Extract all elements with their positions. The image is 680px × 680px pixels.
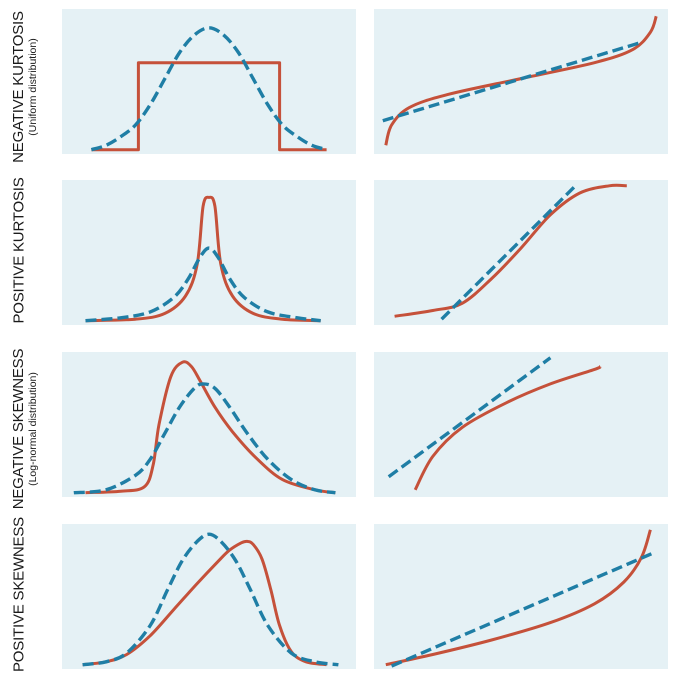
row-title: NEGATIVE SKEWNESS <box>10 348 27 510</box>
normal-reference-line-positive-skewness-qq <box>390 551 654 668</box>
row-title: POSITIVE KURTOSIS <box>10 177 28 324</box>
normal-reference-line-negative-skewness-qq <box>387 356 552 479</box>
row-title: POSITIVE SKEWNESS <box>10 517 28 672</box>
row-label-negative-kurtosis: NEGATIVE KURTOSIS (Uniform distribution) <box>10 2 40 172</box>
panel-positive-kurtosis-density <box>62 180 356 325</box>
row-label-positive-skewness: POSITIVE SKEWNESS <box>11 510 28 680</box>
plot-negative-kurtosis-density <box>90 26 328 152</box>
plot-positive-skewness-density <box>82 532 339 667</box>
row-subtitle: (Uniform distribution) <box>27 38 39 136</box>
panel-negative-kurtosis-density <box>62 9 356 154</box>
plot-negative-skewness-density <box>73 360 336 495</box>
plot-positive-kurtosis-qq <box>394 183 627 321</box>
plot-negative-skewness-qq <box>387 356 602 491</box>
plot-positive-kurtosis-density <box>85 195 321 323</box>
normal-reference-line-negative-skewness-density <box>73 382 336 495</box>
panel-negative-kurtosis-qq <box>374 9 668 154</box>
normal-reference-line-positive-skewness-density <box>82 532 339 667</box>
panel-positive-skewness-density <box>62 524 356 669</box>
sample-curve-positive-kurtosis-qq <box>394 183 627 318</box>
panel-positive-skewness-qq <box>374 524 668 669</box>
plot-negative-kurtosis-qq <box>382 15 658 146</box>
panel-positive-kurtosis-qq <box>374 180 668 325</box>
sample-curve-negative-skewness-qq <box>413 365 602 491</box>
row-label-negative-skewness: NEGATIVE SKEWNESS (Log-normal distributi… <box>10 344 40 514</box>
row-subtitle: (Log-normal distribution) <box>27 372 39 486</box>
panel-negative-skewness-density <box>62 352 356 497</box>
sample-curve-negative-skewness-density <box>85 360 336 495</box>
row-label-positive-kurtosis: POSITIVE KURTOSIS <box>11 166 28 336</box>
panel-negative-skewness-qq <box>374 352 668 497</box>
row-title: NEGATIVE KURTOSIS <box>10 11 27 163</box>
plot-positive-skewness-qq <box>385 529 654 668</box>
normal-reference-line-positive-kurtosis-qq <box>440 186 576 321</box>
normal-reference-line-negative-kurtosis-qq <box>382 40 642 123</box>
normal-reference-line-negative-kurtosis-density <box>90 26 328 152</box>
sample-curve-positive-kurtosis-density <box>85 195 321 323</box>
normal-reference-line-positive-kurtosis-density <box>85 246 321 323</box>
sample-curve-positive-skewness-density <box>82 539 327 667</box>
sample-curve-negative-kurtosis-density <box>91 61 327 152</box>
sample-curve-negative-kurtosis-qq <box>384 15 658 146</box>
sample-curve-positive-skewness-qq <box>385 529 652 667</box>
